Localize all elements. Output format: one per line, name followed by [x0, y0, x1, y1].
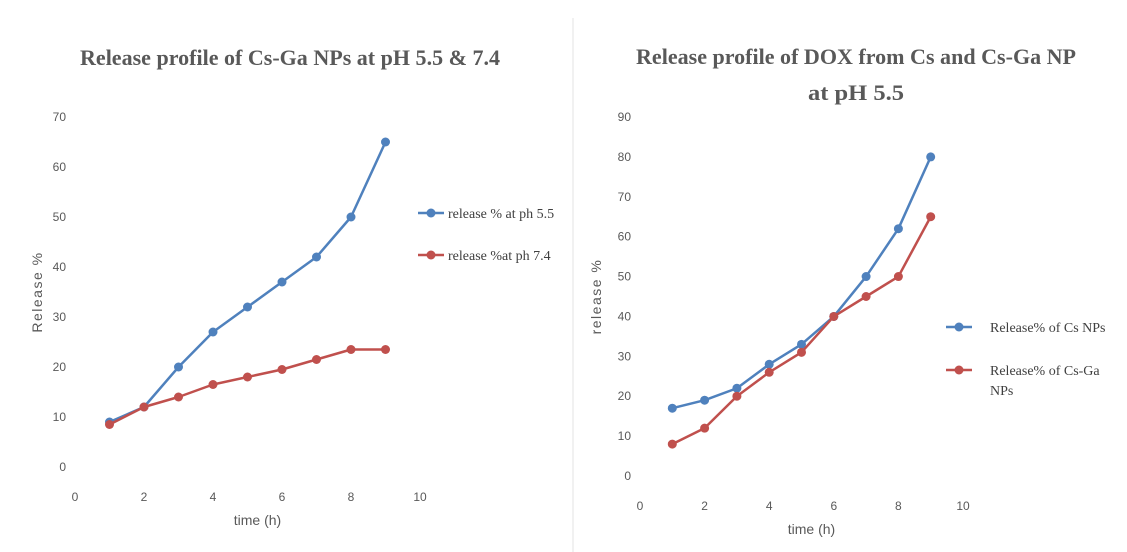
data-point — [174, 362, 183, 372]
y-axis-label: Release % — [29, 251, 45, 332]
data-point — [346, 345, 356, 354]
data-point — [667, 403, 677, 413]
data-point — [797, 347, 806, 357]
data-point — [312, 355, 321, 364]
data-point — [139, 402, 149, 412]
data-point — [174, 392, 183, 402]
y-tick-label: 20 — [53, 360, 67, 374]
data-point — [926, 212, 936, 222]
data-point — [732, 383, 742, 393]
y-tick-label: 40 — [618, 309, 632, 323]
legend-label: Release% of Cs NPs — [990, 321, 1106, 336]
y-tick-label: 60 — [53, 160, 67, 174]
y-tick-label: 60 — [618, 230, 632, 244]
data-point — [346, 212, 356, 222]
legend-label: NPs — [990, 384, 1013, 399]
y-tick-label: 50 — [618, 270, 632, 284]
legend-label: release %at ph 7.4 — [448, 249, 551, 264]
data-point — [277, 277, 287, 287]
series-line-1 — [672, 156, 932, 410]
x-tick-label: 4 — [766, 499, 773, 513]
x-tick-label: 8 — [348, 490, 355, 504]
y-tick-label: 10 — [53, 410, 67, 424]
data-point — [861, 292, 871, 301]
chart-2: Release profile of DOX from Cs and Cs-Ga… — [588, 44, 1106, 537]
data-point — [861, 272, 871, 282]
y-tick-label: 70 — [618, 190, 632, 204]
legend-label: Release% of Cs-Ga — [990, 364, 1100, 379]
data-point — [312, 252, 321, 262]
legend-marker-1 — [954, 322, 964, 332]
series-line-2 — [108, 348, 386, 426]
x-tick-label: 0 — [72, 490, 79, 504]
data-point — [243, 302, 252, 312]
x-tick-label: 0 — [637, 499, 644, 513]
x-axis-label: time (h) — [788, 521, 835, 537]
x-tick-label: 8 — [895, 499, 902, 513]
y-tick-label: 90 — [618, 110, 632, 124]
data-point — [243, 372, 252, 382]
legend-marker-2 — [426, 250, 436, 260]
data-point — [277, 365, 287, 374]
series-line-2 — [671, 216, 932, 446]
data-point — [764, 367, 774, 377]
y-tick-label: 10 — [618, 429, 632, 443]
data-point — [381, 137, 390, 147]
legend-label: release % at ph 5.5 — [448, 207, 554, 222]
data-point — [893, 272, 903, 282]
y-tick-label: 0 — [624, 469, 631, 483]
data-point — [208, 380, 218, 389]
x-axis-label: time (h) — [234, 512, 281, 528]
chart-title: Release profile of DOX from Cs and Cs-Ga… — [636, 44, 1076, 69]
x-tick-label: 10 — [956, 499, 970, 513]
data-point — [381, 345, 390, 354]
legend-marker-1 — [426, 208, 436, 218]
y-tick-label: 30 — [53, 310, 67, 324]
x-tick-label: 4 — [210, 490, 217, 504]
data-point — [764, 359, 774, 369]
y-tick-label: 30 — [618, 349, 632, 363]
y-axis-label: release % — [588, 259, 604, 335]
data-point — [732, 391, 742, 401]
chart-title: Release profile of Cs-Ga NPs at pH 5.5 &… — [80, 45, 500, 70]
data-point — [926, 152, 936, 162]
chart-title: at pH 5.5 — [808, 80, 904, 105]
y-tick-label: 50 — [53, 210, 67, 224]
y-tick-label: 40 — [53, 260, 67, 274]
legend-marker-2 — [954, 365, 964, 375]
y-tick-label: 70 — [53, 110, 67, 124]
data-point — [797, 339, 806, 349]
data-point — [105, 420, 114, 429]
x-tick-label: 10 — [413, 490, 427, 504]
data-point — [829, 311, 839, 321]
data-point — [208, 327, 218, 337]
y-tick-label: 20 — [618, 389, 632, 403]
data-point — [667, 439, 677, 449]
x-tick-label: 6 — [830, 499, 837, 513]
y-tick-label: 0 — [59, 460, 66, 474]
y-tick-label: 80 — [618, 150, 632, 164]
chart-1: Release profile of Cs-Ga NPs at pH 5.5 &… — [29, 45, 554, 528]
x-tick-label: 2 — [701, 499, 708, 513]
x-tick-label: 2 — [141, 490, 148, 504]
data-point — [700, 395, 710, 405]
data-point — [893, 224, 903, 234]
data-point — [700, 423, 710, 433]
x-tick-label: 6 — [279, 490, 286, 504]
